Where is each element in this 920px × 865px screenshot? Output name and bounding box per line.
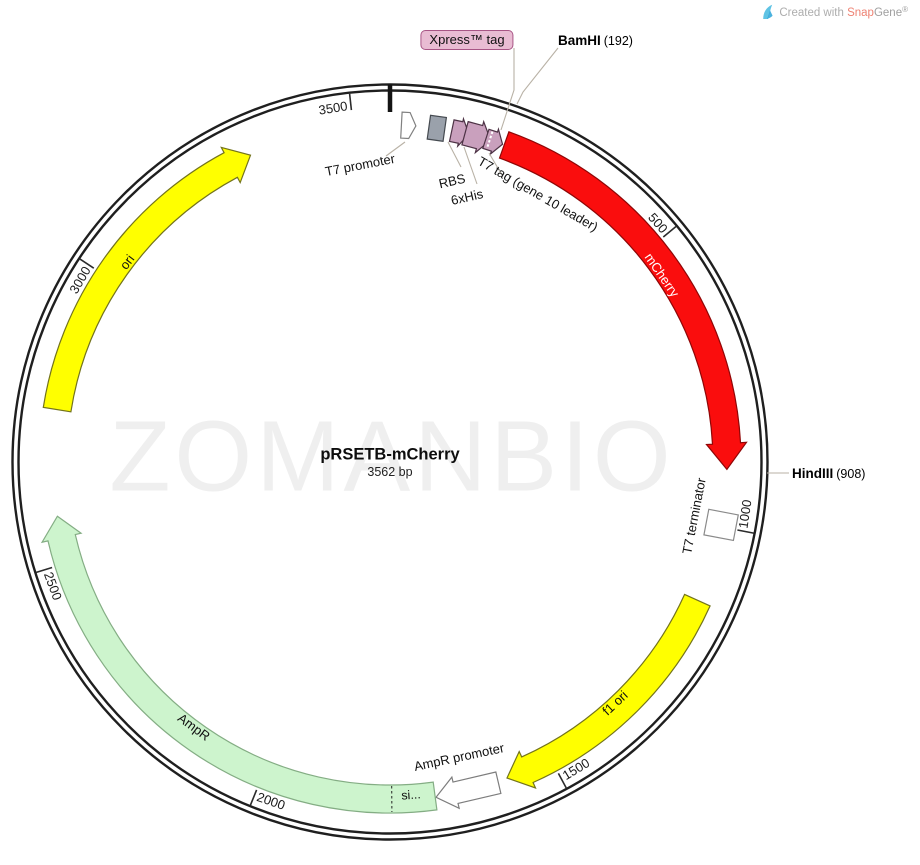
feature-label-ampr-promoter: AmpR promoter — [412, 740, 506, 774]
site-position: (908) — [836, 467, 866, 481]
tick-mark — [79, 258, 95, 269]
feature-label-ampr-signal: si... — [400, 787, 422, 803]
feature-label-6xhis: 6xHis — [449, 186, 485, 208]
attribution-prefix: Created with — [779, 7, 844, 19]
tick-label: 500 — [645, 210, 672, 237]
restriction-site-label-bamhi: BamHI (192) — [558, 32, 633, 50]
feature-label-xpress-tag: Xpress™ tag — [420, 30, 514, 50]
watermark-text: ZOMANBIO — [109, 400, 675, 513]
site-name: HindIII — [792, 466, 834, 481]
feature-arc-label-ori: ori — [116, 252, 138, 273]
feature-t7_terminator — [703, 508, 739, 542]
feature-arc-label-f1_ori: f1 ori — [599, 687, 631, 719]
plasmid-name: pRSETB-mCherry — [320, 445, 460, 464]
tick-mark — [662, 225, 677, 238]
feature-label-t7-tag: T7 tag (gene 10 leader) — [475, 153, 601, 235]
feature-f1_ori — [506, 593, 711, 790]
site-position: (192) — [603, 34, 633, 48]
restriction-site-label-hindiii: HindIII (908) — [792, 465, 865, 483]
tick-label: 1000 — [735, 498, 755, 529]
label-leader-line — [516, 47, 559, 105]
feature-mcherry — [498, 131, 748, 471]
feature-ori — [42, 146, 252, 413]
tick-label: 2500 — [40, 569, 65, 602]
tick-mark — [249, 789, 258, 806]
feature-ampr_promoter — [435, 771, 502, 810]
tick-label: 2000 — [254, 788, 288, 813]
feature-label-t7-terminator: T7 terminator — [679, 476, 709, 556]
feature-xpress — [482, 127, 504, 156]
feature-ampr — [40, 515, 438, 814]
label-leader-line — [488, 152, 503, 176]
site-name: BamHI — [558, 33, 601, 48]
label-leader-line — [447, 141, 462, 168]
label-leader-line — [385, 141, 406, 157]
feature-t7_promoter — [400, 111, 417, 140]
tick-mark — [348, 93, 353, 111]
plasmid-size: 3562 bp — [367, 465, 413, 479]
feature-label-t7-promoter: T7 promoter — [323, 150, 397, 180]
feature-arc-label-mcherry: mCherry — [641, 250, 683, 301]
attribution-brand: Snap — [847, 7, 874, 19]
snapgene-attribution: Created with SnapGene® — [761, 4, 908, 20]
tick-mark — [737, 529, 754, 534]
label-leader-line — [463, 146, 478, 185]
tick-label: 3500 — [317, 97, 349, 118]
feature-rbs — [426, 114, 448, 142]
tick-label: 3000 — [66, 264, 95, 297]
tick-mark — [36, 566, 53, 574]
label-leader-line — [500, 48, 515, 131]
feature-label-rbs: RBS — [437, 170, 467, 192]
tick-mark — [557, 773, 567, 789]
snapgene-logo-icon — [763, 4, 773, 19]
feature-arc-label-ampr: AmpR — [174, 710, 213, 744]
tick-label: 1500 — [559, 755, 593, 784]
